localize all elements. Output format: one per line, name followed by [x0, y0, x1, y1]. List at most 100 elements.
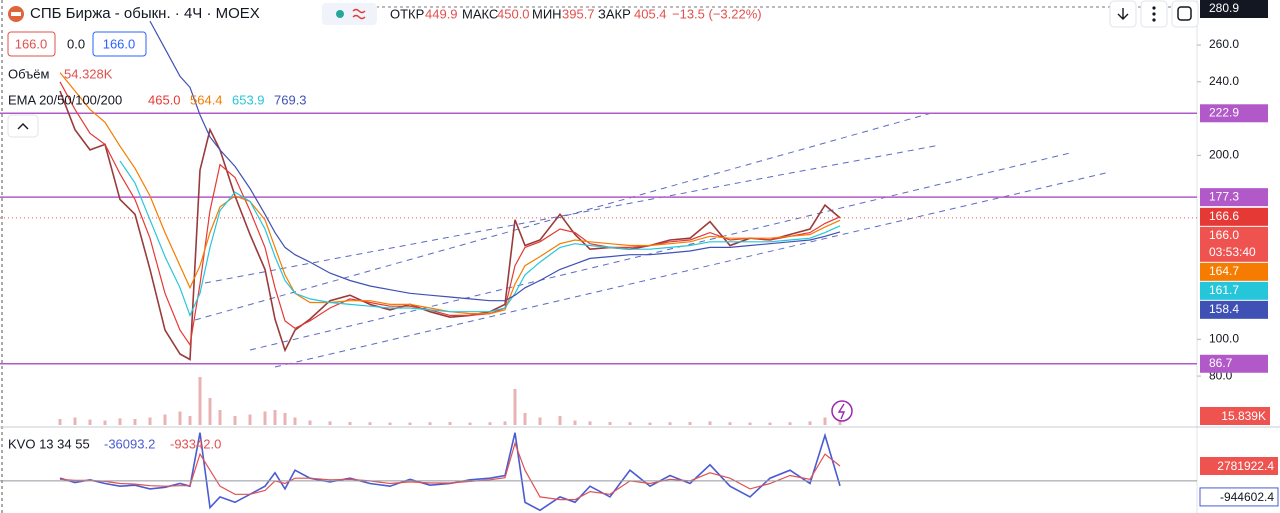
sell-price: 166.0 — [15, 36, 48, 51]
badge-label: 03:53:40 — [1209, 245, 1256, 259]
price-badge — [1200, 226, 1268, 262]
dot — [1152, 6, 1156, 10]
price-badge — [1199, 487, 1279, 507]
plot — [0, 20, 1197, 512]
volume-bar — [648, 422, 652, 425]
price-badge — [1200, 407, 1270, 425]
badge-label: 15.839K — [1221, 409, 1266, 423]
volume-bar — [233, 416, 237, 425]
badge-label: -944602.4 — [1220, 490, 1274, 504]
price-axis: 260.0240.0200.0100.080.015.839K2781922.4… — [1197, 0, 1279, 507]
logo-glyph — [11, 12, 21, 16]
channel-line — [204, 144, 941, 284]
delay-icon — [352, 8, 366, 20]
volume-bar — [708, 421, 712, 425]
volume-bar — [103, 420, 107, 425]
volume-bar — [488, 422, 492, 425]
ohlc-change: −13.5 (−3.22%) — [672, 6, 762, 21]
ohlc-value: 405.4 — [634, 6, 667, 21]
y-tick-label: 100.0 — [1209, 331, 1239, 345]
badge-label: 166.6 — [1209, 209, 1239, 223]
volume-bar — [668, 422, 672, 425]
legend-value: 769.3 — [274, 92, 307, 107]
badge-label: 166.0 — [1209, 228, 1239, 242]
channel — [194, 111, 1111, 368]
buy-price: 166.0 — [103, 36, 136, 51]
ohlc-value: 450.0 — [497, 6, 530, 21]
ohlc-label: МИН — [532, 6, 562, 21]
legend-name: EMA 20/50/100/200 — [8, 92, 122, 107]
volume-bar — [838, 420, 842, 425]
ohlc-value: 395.7 — [562, 6, 595, 21]
badge-label: 86.7 — [1209, 356, 1233, 370]
volume-bar — [293, 417, 297, 425]
volume-bar — [248, 414, 252, 425]
price-badge — [1200, 207, 1268, 226]
alert-glyph — [837, 403, 846, 420]
badge-label: 2781922.4 — [1217, 459, 1274, 473]
volume-bar — [88, 419, 92, 425]
price-badge — [1200, 281, 1268, 300]
ohlc-label: МАКС — [462, 6, 498, 21]
collapse-button[interactable] — [7, 114, 39, 138]
legend-value: 465.0 — [148, 92, 181, 107]
volume-bar — [628, 422, 632, 425]
volume-bar — [573, 420, 577, 425]
volume-bar — [408, 422, 412, 425]
volume-bar — [558, 416, 562, 425]
volume-bar — [58, 419, 62, 425]
button[interactable] — [1171, 0, 1199, 28]
volume-bar — [588, 421, 592, 425]
collapse-icon — [17, 123, 29, 130]
legend-value: -36093.2 — [104, 436, 155, 451]
down-icon — [1117, 8, 1129, 20]
maximize-icon — [1177, 6, 1192, 21]
market-open-dot — [336, 10, 344, 18]
badge-label: 164.7 — [1209, 264, 1239, 278]
symbol-title[interactable]: СПБ Биржа - обыкн. · 4Ч · MOEX — [30, 5, 260, 22]
volume-bar — [73, 417, 77, 425]
ohlc-value: 449.9 — [425, 6, 458, 21]
ohlc-label: ОТКР — [390, 6, 424, 21]
price-badge — [1200, 104, 1268, 123]
volume-bar — [823, 417, 827, 425]
series-line — [149, 20, 841, 302]
legend-name: KVO 13 34 55 — [8, 436, 90, 451]
volume-bar — [788, 422, 792, 425]
spread: 0.0 — [67, 36, 85, 51]
price-badge — [1200, 0, 1268, 18]
series-line — [59, 432, 841, 512]
volume-bar — [218, 410, 222, 425]
volume-bar — [328, 421, 332, 425]
volume-bar — [133, 419, 137, 425]
buy-button[interactable] — [92, 31, 147, 57]
volume-bar — [208, 398, 212, 425]
dot — [1152, 12, 1156, 16]
volume-bar — [118, 418, 122, 425]
badge-label: 158.4 — [1209, 302, 1239, 316]
status-button[interactable] — [322, 3, 377, 25]
series-line — [119, 160, 841, 317]
y-tick-label: 260.0 — [1209, 37, 1239, 51]
price-badge — [1200, 300, 1268, 319]
volume-bar — [178, 411, 182, 425]
price-badge — [1200, 188, 1268, 207]
volume-bar — [148, 417, 152, 425]
price-badge — [1200, 457, 1278, 475]
volume-bar — [728, 422, 732, 425]
volume-bar — [503, 421, 507, 425]
volume-bar — [368, 422, 372, 425]
alert-icon[interactable] — [831, 400, 853, 422]
volume-bar — [808, 421, 812, 425]
volume-bar — [263, 411, 267, 425]
volume-bar — [198, 377, 202, 425]
volume-bar — [688, 422, 692, 425]
ohlc-label: ЗАКР — [598, 6, 631, 21]
badge-label: 161.7 — [1209, 283, 1239, 297]
sell-button[interactable] — [7, 31, 56, 57]
series-line — [59, 72, 841, 315]
volume-bar — [308, 420, 312, 425]
channel-line — [194, 111, 936, 321]
